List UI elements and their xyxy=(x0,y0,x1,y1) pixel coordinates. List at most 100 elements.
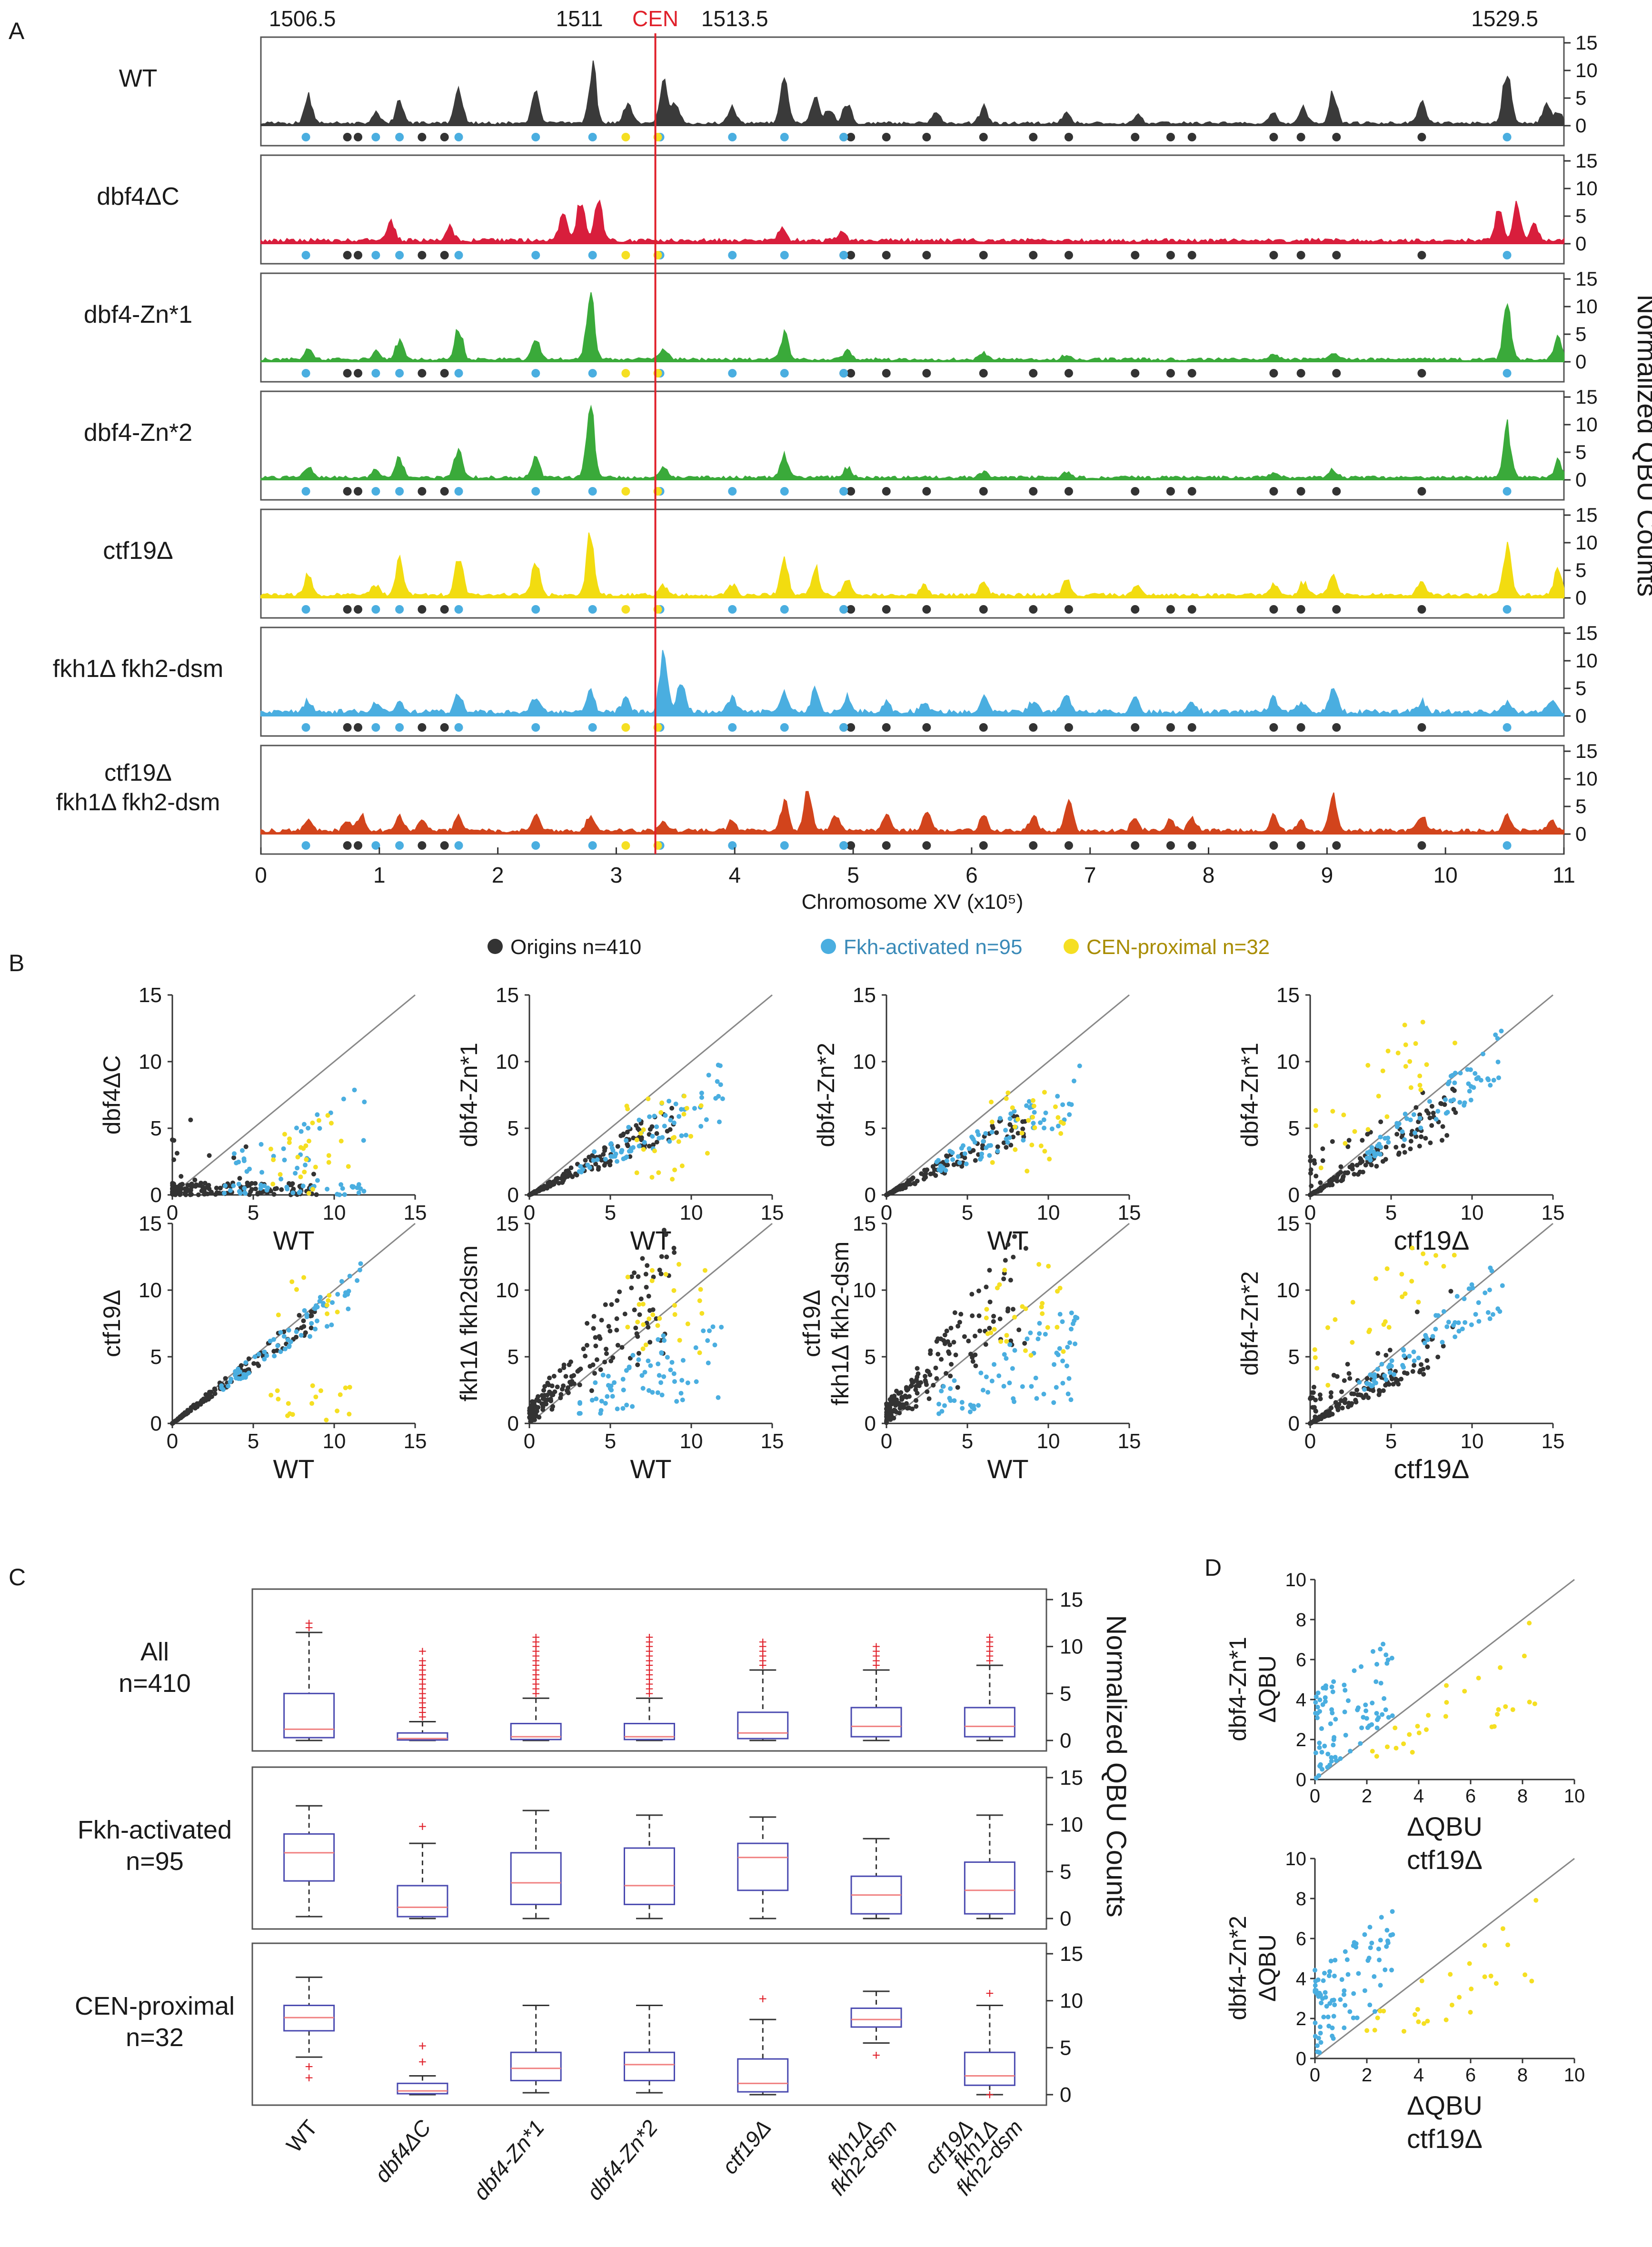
point-fkh-activated xyxy=(1034,1396,1039,1401)
point-fkh-activated xyxy=(1315,1710,1320,1716)
origin-marker xyxy=(343,369,352,378)
point-fkh-activated xyxy=(304,1314,309,1320)
point-fkh-activated xyxy=(1370,1700,1375,1706)
y-tick-label: 2 xyxy=(1296,2008,1306,2029)
point-fkh-activated xyxy=(1499,1028,1504,1034)
point-origin xyxy=(884,1412,889,1417)
point-fkh-activated xyxy=(1418,1125,1423,1131)
point-origin xyxy=(622,1312,627,1317)
point-fkh-activated xyxy=(624,1138,629,1143)
point-origin xyxy=(209,1189,214,1194)
point-cen-proximal xyxy=(1469,1986,1474,1991)
point-cen-proximal xyxy=(1029,1143,1035,1148)
point-fkh-activated xyxy=(1427,1099,1432,1104)
point-fkh-activated xyxy=(630,1352,636,1358)
point-fkh-activated xyxy=(236,1376,241,1381)
point-fkh-activated xyxy=(1363,1702,1368,1708)
point-cen-proximal xyxy=(1002,1268,1007,1273)
y-axis-label: Normalized QBU Counts xyxy=(1632,295,1652,597)
box-6 xyxy=(850,1838,902,1919)
point-origin xyxy=(625,1142,630,1147)
fkh-marker xyxy=(839,251,848,259)
point-fkh-activated xyxy=(1321,1978,1326,1983)
point-cen-proximal xyxy=(338,1392,343,1397)
origin-marker xyxy=(1166,723,1175,732)
origin-marker xyxy=(1417,605,1426,614)
point-cen-proximal xyxy=(1423,1727,1429,1732)
point-origin xyxy=(614,1316,619,1322)
y-tick-label: 0 xyxy=(150,1412,162,1435)
point-fkh-activated xyxy=(955,1154,961,1159)
point-fkh-activated xyxy=(324,1324,329,1329)
point-fkh-activated xyxy=(1062,1117,1067,1123)
point-cen-proximal xyxy=(682,1094,687,1099)
point-fkh-activated xyxy=(330,1300,335,1305)
point-fkh-activated xyxy=(985,1390,991,1395)
point-origin xyxy=(299,1325,304,1331)
fkh-marker xyxy=(839,723,848,732)
point-fkh-activated xyxy=(1323,1695,1328,1700)
origin-marker xyxy=(418,841,427,850)
x-tick-label: 5 xyxy=(605,1430,616,1453)
origin-marker xyxy=(1029,133,1038,141)
point-cen-proximal xyxy=(346,1164,351,1169)
origin-marker xyxy=(354,251,363,259)
point-cen-proximal xyxy=(1386,1325,1392,1330)
origin-marker xyxy=(979,723,988,732)
point-origin xyxy=(1005,1242,1011,1247)
point-fkh-activated xyxy=(976,1403,981,1408)
point-cen-proximal xyxy=(643,1342,648,1348)
point-fkh-activated xyxy=(657,1135,662,1141)
point-fkh-activated xyxy=(648,1363,653,1368)
outlier-marker: + xyxy=(645,1639,654,1655)
diagonal-line xyxy=(529,994,773,1196)
point-origin xyxy=(962,1155,967,1160)
point-fkh-activated xyxy=(699,1091,704,1096)
point-cen-proximal xyxy=(1393,1746,1399,1751)
outlier-marker: + xyxy=(645,1644,654,1660)
point-fkh-activated xyxy=(650,1390,655,1395)
point-origin xyxy=(1319,1416,1324,1422)
y-tick-label: 0 xyxy=(1296,1770,1306,1790)
point-origin xyxy=(602,1145,607,1150)
x-axis-label: WT xyxy=(273,1454,314,1484)
point-origin xyxy=(207,1153,212,1158)
point-fkh-activated xyxy=(1383,1377,1389,1382)
origin-marker xyxy=(979,605,988,614)
point-origin xyxy=(632,1307,637,1312)
point-cen-proximal xyxy=(301,1275,307,1280)
origin-marker xyxy=(1296,841,1305,850)
point-cen-proximal xyxy=(1341,1112,1346,1117)
point-origin xyxy=(931,1171,936,1176)
x-tick-label: 3 xyxy=(610,863,623,887)
point-fkh-activated xyxy=(1355,1707,1360,1712)
point-cen-proximal xyxy=(1413,1041,1418,1046)
point-origin xyxy=(614,1327,619,1332)
point-cen-proximal xyxy=(1343,1141,1348,1146)
point-origin xyxy=(649,1124,655,1129)
box-iqr xyxy=(283,1692,335,1739)
point-origin xyxy=(1001,1140,1006,1145)
point-fkh-activated xyxy=(1383,1967,1388,1972)
fkh-marker xyxy=(371,841,380,850)
point-origin xyxy=(914,1384,919,1389)
point-origin xyxy=(1402,1150,1407,1155)
point-fkh-activated xyxy=(1327,2001,1333,2006)
point-origin xyxy=(1410,1369,1415,1374)
point-fkh-activated xyxy=(646,1358,651,1363)
outlier-marker: + xyxy=(532,1672,540,1688)
outlier-marker: + xyxy=(532,1658,540,1673)
point-fkh-activated xyxy=(1330,1710,1335,1716)
origin-marker xyxy=(343,841,352,850)
point-origin xyxy=(568,1165,574,1171)
x-tick-label: 5 xyxy=(847,863,859,887)
outlier-marker: + xyxy=(532,1681,540,1697)
point-fkh-activated xyxy=(358,1261,363,1266)
point-fkh-activated xyxy=(1402,1137,1407,1142)
point-cen-proximal xyxy=(1467,1961,1472,1966)
origin-marker xyxy=(440,369,449,378)
box-3 xyxy=(510,1810,562,1919)
point-origin xyxy=(560,1173,566,1178)
x-tick-label: 15 xyxy=(404,1201,427,1224)
point-cen-proximal xyxy=(318,1388,323,1393)
